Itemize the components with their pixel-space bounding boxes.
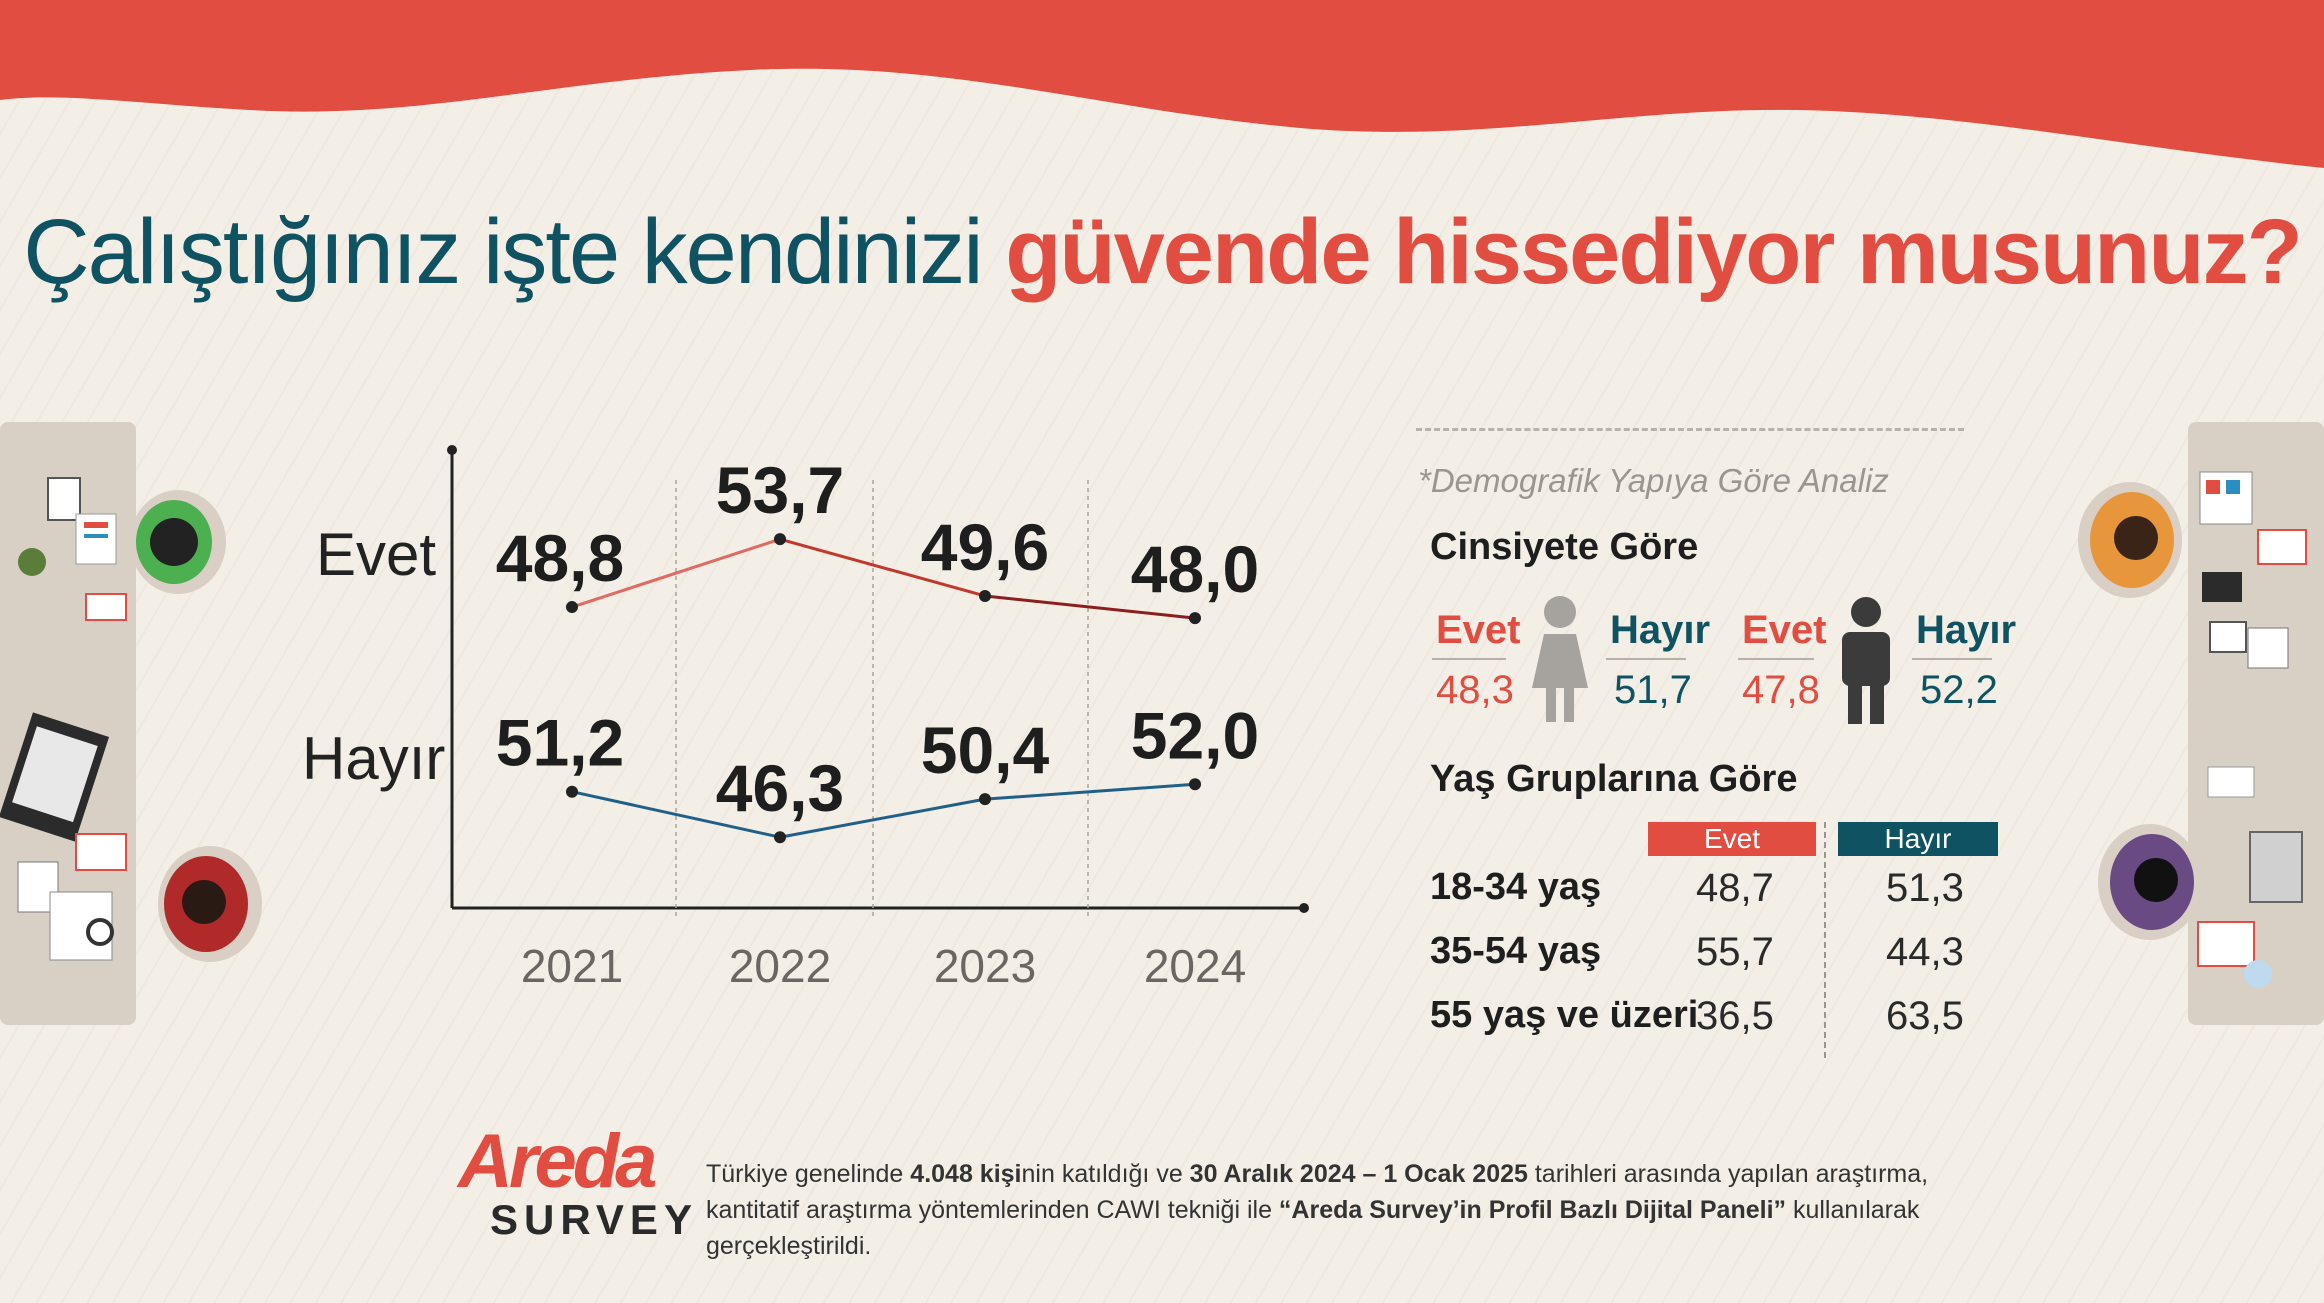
age-column-hayir: Hayır bbox=[1838, 822, 1998, 856]
person-bottom-left-icon bbox=[158, 846, 262, 962]
female-no-label: Hayır bbox=[1610, 608, 1711, 652]
evet-point bbox=[1189, 612, 1201, 625]
age-group-label: 18-34 yaş bbox=[1430, 866, 1602, 908]
x-tick-label: 2022 bbox=[729, 940, 831, 992]
footnote-bold-2: 30 Aralık 2024 – 1 Ocak 2025 bbox=[1189, 1160, 1528, 1188]
series-label-hayir: Hayır bbox=[302, 725, 446, 792]
male-yes-underline bbox=[1738, 658, 1814, 660]
x-tick-label: 2021 bbox=[521, 940, 623, 992]
hayir-point bbox=[566, 785, 578, 798]
evet-point bbox=[566, 601, 578, 614]
hayir-data-label: 46,3 bbox=[716, 751, 844, 825]
male-no-value: 52,2 bbox=[1920, 668, 1998, 712]
y-axis-end bbox=[447, 445, 457, 455]
person-top-right-icon bbox=[2078, 482, 2182, 598]
female-yes-underline bbox=[1432, 658, 1506, 660]
left-office-illustration bbox=[0, 422, 136, 1025]
evet-series-line bbox=[984, 594, 1196, 620]
age-row: 18-34 yaş 48,7 51,3 bbox=[1430, 866, 2030, 926]
male-no-underline bbox=[1912, 658, 1992, 660]
demographics-note: *Demografik Yapıya Göre Analiz bbox=[1418, 462, 1889, 499]
person-bottom-right-icon bbox=[2098, 824, 2202, 940]
hayir-point bbox=[1189, 778, 1201, 791]
age-group-label: 55 yaş ve üzeri bbox=[1430, 994, 1699, 1036]
desk-illustration-icon bbox=[2197, 471, 2307, 988]
footnote-text-4: kullanılarak gerçekleştirildi. bbox=[706, 1196, 1920, 1260]
hayir-data-label: 51,2 bbox=[496, 706, 624, 780]
footnote-bold-3: “Areda Survey’in Profil Bazlı Dijital Pa… bbox=[1278, 1196, 1787, 1224]
age-no-value: 63,5 bbox=[1886, 994, 1964, 1038]
male-yes-label: Evet bbox=[1742, 608, 1827, 652]
series-label-evet: Evet bbox=[316, 521, 437, 588]
age-heading: Yaş Gruplarına Göre bbox=[1430, 758, 1798, 800]
x-tick-label: 2023 bbox=[934, 940, 1036, 992]
male-no-label: Hayır bbox=[1916, 608, 2017, 652]
hayir-data-label: 52,0 bbox=[1131, 698, 1259, 772]
title-part-1: Çalıştığınız işte kendinizi bbox=[23, 201, 983, 303]
hayir-series-line bbox=[571, 790, 781, 839]
evet-data-label: 48,0 bbox=[1131, 532, 1259, 606]
female-yes-label: Evet bbox=[1436, 608, 1521, 652]
title-part-2: güvende hissediyor musunuz? bbox=[1005, 201, 2303, 303]
age-yes-value: 48,7 bbox=[1696, 866, 1774, 910]
x-tick-label: 2024 bbox=[1144, 940, 1246, 992]
hayir-point bbox=[774, 831, 786, 844]
evet-data-label: 48,8 bbox=[496, 521, 624, 595]
evet-data-label: 53,7 bbox=[716, 453, 844, 527]
page-title: Çalıştığınız işte kendinizi güvende hiss… bbox=[0, 200, 2324, 305]
age-column-evet: Evet bbox=[1648, 822, 1816, 856]
footnote-bold-1: 4.048 kişi bbox=[910, 1160, 1022, 1188]
female-icon bbox=[1532, 596, 1588, 722]
evet-point bbox=[979, 589, 991, 602]
age-row: 55 yaş ve üzeri 36,5 63,5 bbox=[1430, 994, 2030, 1054]
x-axis-end bbox=[1299, 903, 1309, 913]
female-no-underline bbox=[1606, 658, 1686, 660]
footnote: Türkiye genelinde 4.048 kişinin katıldığ… bbox=[706, 1156, 1966, 1264]
evet-series-line bbox=[779, 537, 986, 598]
male-yes-value: 47,8 bbox=[1742, 668, 1820, 712]
person-top-left-icon bbox=[130, 490, 226, 594]
evet-point bbox=[774, 533, 786, 546]
evet-series-line bbox=[571, 537, 781, 609]
age-column-divider bbox=[1824, 822, 1826, 1058]
top-wave-banner bbox=[0, 0, 2324, 168]
areda-logo: Areda bbox=[458, 1119, 657, 1204]
age-yes-value: 36,5 bbox=[1696, 994, 1774, 1038]
hayir-data-label: 50,4 bbox=[921, 713, 1050, 787]
female-no-value: 51,7 bbox=[1614, 668, 1692, 712]
logo-subtitle: SURVEY bbox=[490, 1196, 698, 1243]
line-chart: 2021 2022 2023 2024 48,8 53,7 49,6 48,0 51,2 46,3… bbox=[447, 445, 1309, 992]
desk-illustration-icon bbox=[0, 477, 127, 961]
age-group-label: 35-54 yaş bbox=[1430, 930, 1602, 972]
hayir-series-line bbox=[984, 782, 1196, 801]
footnote-text-2: nin katıldığı ve bbox=[1021, 1160, 1190, 1188]
footnote-text-1: Türkiye genelinde bbox=[706, 1160, 911, 1188]
age-yes-value: 55,7 bbox=[1696, 930, 1774, 974]
male-icon bbox=[1842, 597, 1890, 724]
age-no-value: 44,3 bbox=[1886, 930, 1964, 974]
age-row: 35-54 yaş 55,7 44,3 bbox=[1430, 930, 2030, 990]
dashed-divider bbox=[1416, 428, 1964, 431]
hayir-series-line bbox=[779, 797, 986, 839]
hayir-point bbox=[979, 793, 991, 806]
gender-heading: Cinsiyete Göre bbox=[1430, 526, 1699, 568]
female-yes-value: 48,3 bbox=[1436, 668, 1514, 712]
footnote-text-3: tarihleri arasında yapılan araştırma, ka… bbox=[706, 1160, 1929, 1224]
right-office-illustration bbox=[2188, 422, 2324, 1025]
age-no-value: 51,3 bbox=[1886, 866, 1964, 910]
evet-data-label: 49,6 bbox=[921, 510, 1049, 584]
